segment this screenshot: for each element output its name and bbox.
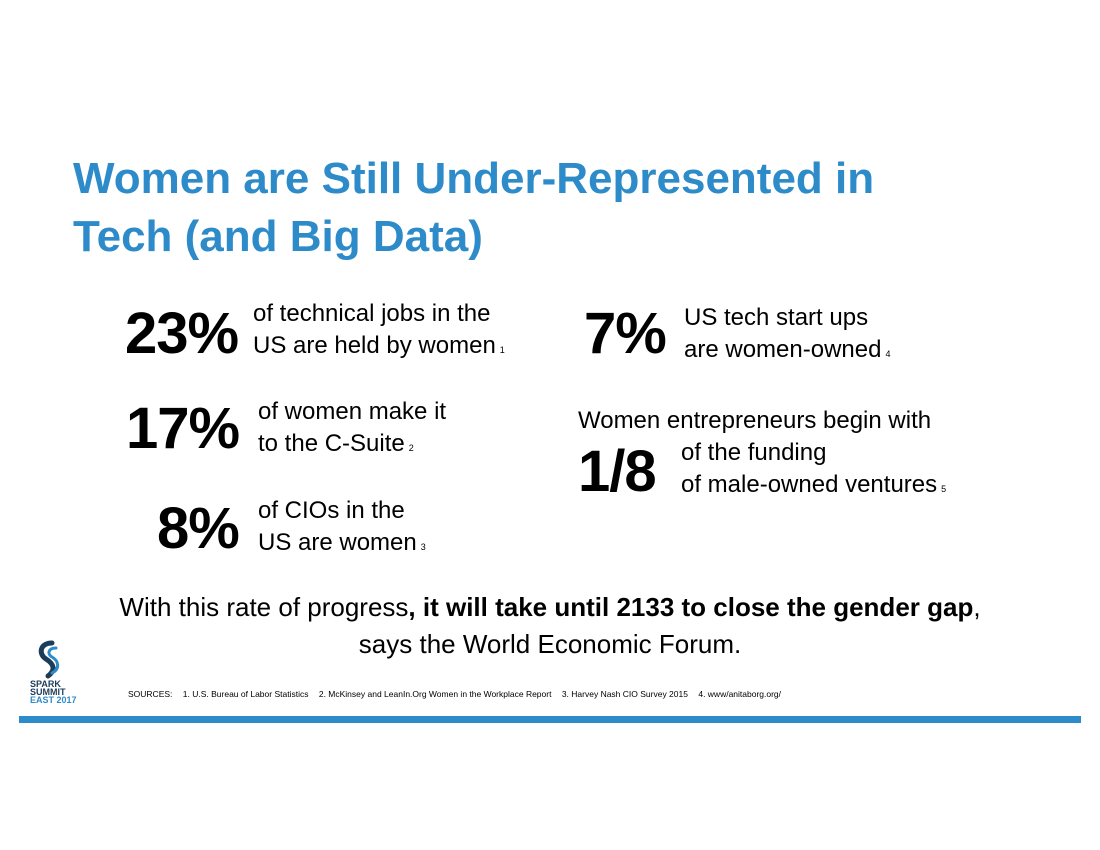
stat-intro-funding: Women entrepreneurs begin with bbox=[578, 407, 932, 434]
slide-title-line-2: Tech (and Big Data) bbox=[73, 212, 483, 261]
source-item: 4. www/anitaborg.org/ bbox=[698, 689, 782, 699]
stat-desc-text: US are women bbox=[258, 529, 417, 556]
source-item: 3. Harvey Nash CIO Survey 2015 bbox=[561, 689, 688, 699]
logo-line-1: SPARK bbox=[30, 679, 61, 689]
stat-desc-funding: of the funding of male-owned ventures 5 bbox=[681, 437, 946, 501]
stat-desc-line: US tech start ups bbox=[684, 304, 869, 331]
stat-value-funding: 1/8 bbox=[578, 439, 657, 504]
stat-desc-text: of male-owned ventures bbox=[681, 471, 938, 498]
stat-desc-text: to the C-Suite bbox=[258, 430, 405, 457]
summary-statement: With this rate of progress, it will take… bbox=[0, 589, 1100, 663]
slide-title-line-1: Women are Still Under-Represented in bbox=[73, 154, 875, 203]
summary-text: , bbox=[973, 592, 981, 622]
logo-line-2: SUMMIT bbox=[30, 687, 66, 697]
footnote-ref: 5 bbox=[941, 484, 947, 494]
sources-footer: SOURCES: 1. U.S. Bureau of Labor Statist… bbox=[128, 689, 789, 699]
summary-emphasis: , it will take until 2133 to close the g… bbox=[408, 592, 974, 622]
sources-label: SOURCES: bbox=[128, 689, 173, 699]
stat-desc-text: are women-owned bbox=[684, 336, 882, 363]
stat-desc-line: of male-owned ventures 5 bbox=[681, 469, 946, 501]
stat-desc-line: of women make it bbox=[258, 398, 447, 425]
stat-value-technical-jobs: 23% bbox=[125, 301, 239, 366]
stat-desc-line: are women-owned 4 bbox=[684, 334, 890, 366]
stat-desc-c-suite: of women make it to the C-Suite 2 bbox=[258, 396, 446, 460]
stat-value-cios: 8% bbox=[157, 496, 240, 561]
spark-summit-logo-icon bbox=[38, 640, 60, 679]
stat-desc-line: of the funding bbox=[681, 439, 827, 466]
summary-line-2: says the World Economic Forum. bbox=[358, 629, 742, 659]
summary-text: With this rate of progress bbox=[119, 592, 409, 622]
source-item: 1. U.S. Bureau of Labor Statistics bbox=[182, 689, 309, 699]
stat-desc-cios: of CIOs in the US are women 3 bbox=[258, 495, 426, 559]
stat-desc-line: US are women 3 bbox=[258, 527, 426, 559]
footer-divider bbox=[19, 716, 1081, 723]
stat-value-c-suite: 17% bbox=[126, 396, 240, 461]
stat-value-startups: 7% bbox=[584, 301, 667, 366]
footnote-ref: 4 bbox=[885, 349, 891, 359]
stat-desc-technical-jobs: of technical jobs in the US are held by … bbox=[253, 298, 505, 362]
stat-desc-line: of CIOs in the bbox=[258, 497, 405, 524]
stat-desc-startups: US tech start ups are women-owned 4 bbox=[684, 302, 890, 366]
stat-desc-line: to the C-Suite 2 bbox=[258, 428, 446, 460]
footnote-ref: 2 bbox=[408, 443, 414, 453]
logo-line-3: EAST 2017 bbox=[30, 695, 77, 705]
footnote-ref: 1 bbox=[499, 345, 505, 355]
stat-desc-text: US are held by women bbox=[253, 332, 496, 359]
slide-title: Women are Still Under-Represented in Tec… bbox=[73, 150, 1033, 266]
source-item: 2. McKinsey and LeanIn.Org Women in the … bbox=[318, 689, 552, 699]
summary-line-1: With this rate of progress, it will take… bbox=[0, 589, 1100, 626]
footnote-ref: 3 bbox=[420, 542, 426, 552]
stat-desc-line: of technical jobs in the bbox=[253, 300, 491, 327]
stat-desc-line: US are held by women 1 bbox=[253, 330, 505, 362]
logo-text: SPARK SUMMIT EAST 2017 bbox=[30, 679, 77, 705]
